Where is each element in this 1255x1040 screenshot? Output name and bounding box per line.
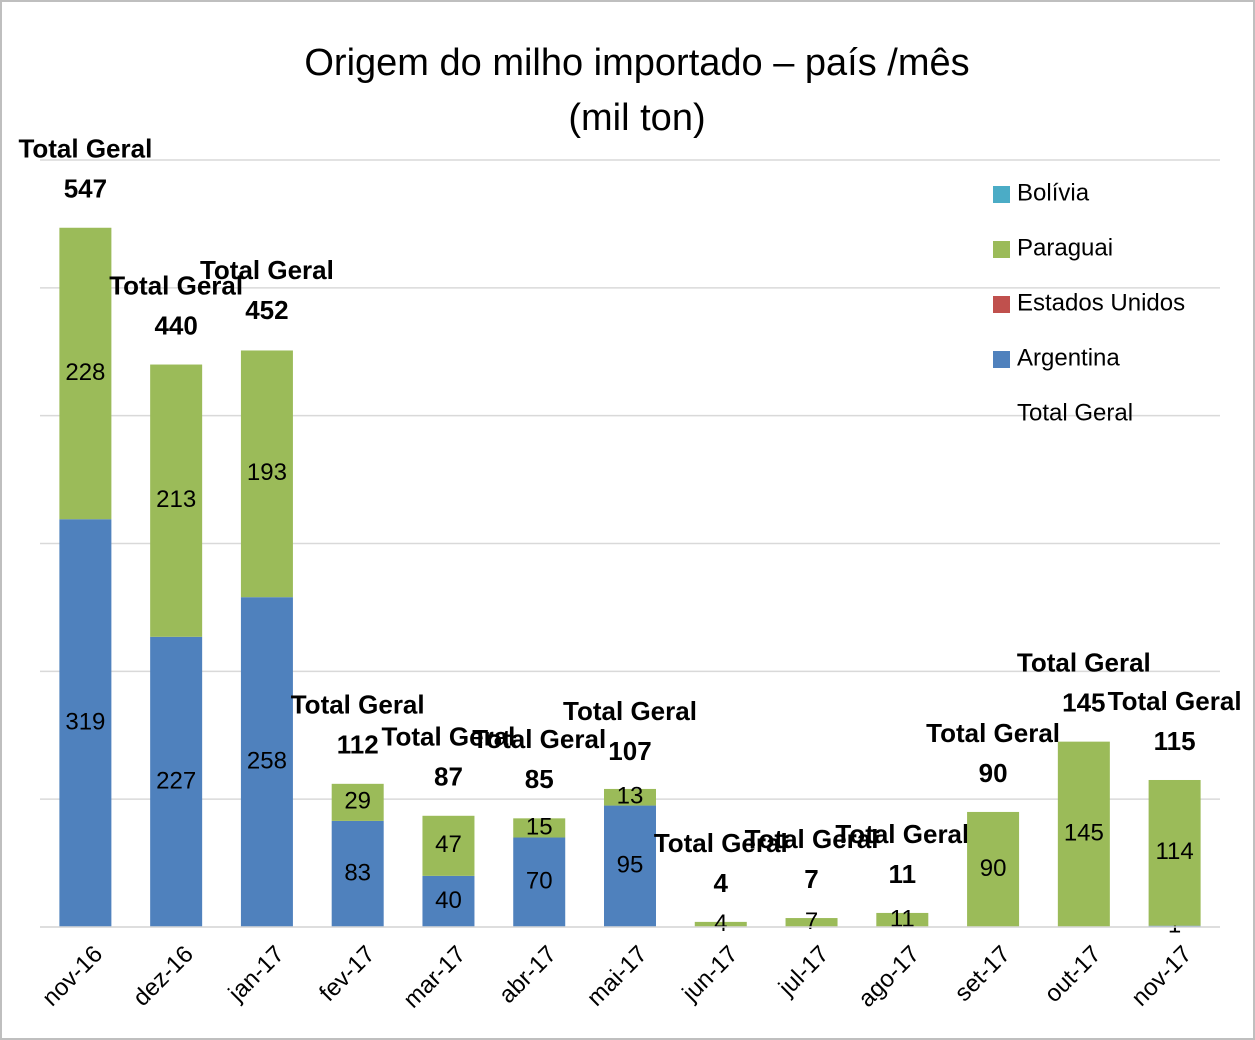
bar-segment	[513, 837, 566, 927]
segment-label: 227	[156, 767, 196, 794]
legend-swatch	[993, 186, 1010, 203]
total-name: Total Geral	[200, 255, 334, 285]
legend-label: Estados Unidos	[1017, 289, 1185, 316]
bar-segment	[422, 875, 475, 927]
bar-segment	[59, 227, 112, 520]
segment-label: 90	[980, 855, 1007, 882]
segment-label: 193	[247, 459, 287, 486]
total-name: Total Geral	[654, 828, 788, 858]
legend-label: Total Geral	[1017, 399, 1133, 426]
bar-segment	[1057, 741, 1110, 927]
bar-segment	[967, 811, 1020, 927]
total-value: 547	[64, 174, 107, 204]
bar-segment	[240, 350, 293, 598]
segment-label: 11	[890, 905, 915, 932]
segment-label: 213	[156, 486, 196, 513]
bar-segment	[59, 519, 112, 927]
legend-label: Paraguai	[1017, 234, 1113, 261]
segment-label: 40	[435, 887, 462, 914]
total-name: Total Geral	[563, 696, 697, 726]
total-value: 85	[525, 764, 554, 794]
bar-segment	[876, 912, 929, 927]
total-name: Total Geral	[1017, 648, 1151, 678]
segment-label: 95	[617, 852, 644, 879]
total-name: Total Geral	[835, 819, 969, 849]
total-value: 112	[337, 730, 379, 760]
total-value: 145	[1062, 688, 1105, 718]
segment-label: 70	[526, 868, 553, 895]
total-value: 4	[714, 868, 729, 898]
segment-label: 13	[617, 783, 644, 810]
bar-segment	[150, 636, 203, 927]
bar-segment	[694, 921, 747, 927]
total-name: Total Geral	[926, 718, 1060, 748]
bar-segment	[331, 820, 384, 927]
legend-label: Argentina	[1017, 344, 1120, 371]
bar-segment	[422, 815, 475, 876]
segment-label: 114	[1155, 838, 1193, 865]
total-name: Total Geral	[472, 724, 606, 754]
bar-segment	[1148, 779, 1201, 926]
total-name: Total Geral	[18, 134, 152, 164]
bar-segment	[331, 783, 384, 821]
segment-label: 15	[526, 813, 553, 840]
legend-swatch	[993, 296, 1010, 313]
bar-segment	[150, 364, 203, 637]
segment-label: 228	[65, 359, 105, 386]
total-name: Total Geral	[109, 270, 243, 300]
total-value: 440	[154, 310, 197, 340]
segment-label: 47	[435, 831, 462, 858]
bar-segment	[604, 788, 656, 806]
segment-label: 319	[65, 708, 105, 735]
chart-subtitle: (mil ton)	[568, 97, 705, 139]
total-value: 115	[1154, 726, 1196, 756]
segment-label: 7	[805, 908, 818, 935]
segment-label: 83	[344, 859, 371, 886]
legend-swatch	[993, 241, 1010, 258]
total-value: 90	[979, 758, 1008, 788]
segment-label: 4	[714, 910, 727, 937]
bar-segment	[513, 818, 566, 838]
total-value: 11	[889, 859, 917, 889]
segment-label: 258	[247, 747, 287, 774]
total-value: 107	[608, 736, 651, 766]
bar-segment	[785, 918, 838, 927]
bar-segment	[240, 597, 293, 927]
total-name: Total Geral	[382, 722, 516, 752]
chart-title: Origem do milho importado – país /mês	[304, 42, 969, 84]
total-value: 7	[804, 864, 818, 894]
bar-segment	[604, 805, 656, 927]
total-value: 87	[434, 762, 463, 792]
total-name: Total Geral	[745, 824, 879, 854]
total-name: Total Geral	[1108, 686, 1242, 716]
total-name: Total Geral	[291, 690, 425, 720]
segment-label: 29	[344, 788, 371, 815]
legend-label: Bolívia	[1017, 179, 1090, 206]
total-value: 452	[245, 295, 288, 325]
segment-label: 145	[1064, 820, 1104, 847]
legend-swatch	[993, 351, 1010, 368]
